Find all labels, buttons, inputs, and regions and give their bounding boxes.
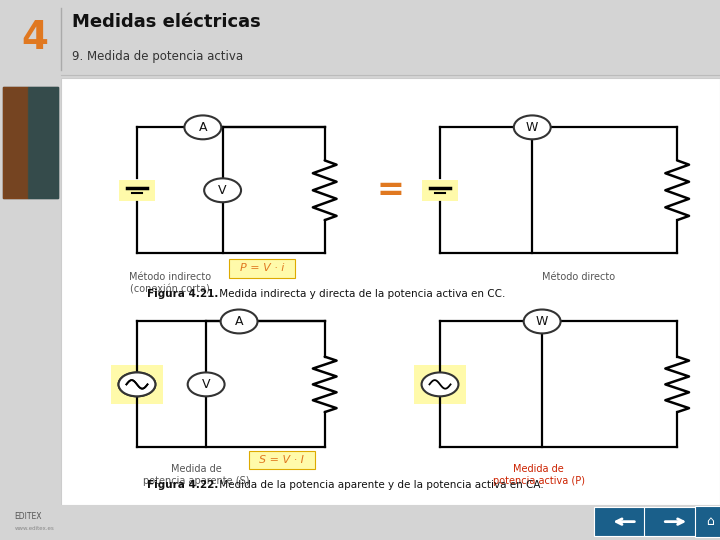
- Circle shape: [422, 373, 459, 396]
- Text: =: =: [377, 174, 405, 207]
- FancyBboxPatch shape: [644, 507, 706, 536]
- Circle shape: [119, 373, 156, 396]
- Text: Medida de
potencia activa (P): Medida de potencia activa (P): [492, 464, 585, 486]
- Circle shape: [220, 309, 258, 333]
- Text: P = V · i: P = V · i: [240, 263, 284, 273]
- Circle shape: [523, 309, 561, 333]
- FancyBboxPatch shape: [695, 506, 720, 537]
- Text: Medida de
potencia aparente (S): Medida de potencia aparente (S): [143, 464, 250, 486]
- Circle shape: [204, 178, 241, 202]
- Text: 4: 4: [21, 18, 48, 57]
- FancyBboxPatch shape: [594, 507, 655, 536]
- Text: EDITEX: EDITEX: [14, 511, 42, 521]
- Text: V: V: [202, 378, 210, 391]
- FancyBboxPatch shape: [248, 451, 315, 469]
- Text: Medida de la potencia aparente y de la potencia activa en CA.: Medida de la potencia aparente y de la p…: [216, 480, 544, 490]
- Text: www.editex.es: www.editex.es: [14, 526, 54, 531]
- Circle shape: [184, 116, 221, 139]
- Text: S = V · I: S = V · I: [259, 455, 305, 465]
- Circle shape: [514, 116, 551, 139]
- Bar: [422, 180, 458, 200]
- Circle shape: [119, 373, 156, 396]
- Bar: [3, 87, 27, 198]
- Text: W: W: [526, 121, 539, 134]
- Bar: [3, 87, 58, 198]
- Text: Método directo: Método directo: [541, 272, 615, 282]
- Text: 9. Medida de potencia activa: 9. Medida de potencia activa: [72, 50, 243, 63]
- Text: Método indirecto
(conexión corta): Método indirecto (conexión corta): [129, 272, 211, 294]
- Text: A: A: [235, 315, 243, 328]
- Text: Medidas eléctricas: Medidas eléctricas: [72, 13, 261, 31]
- Text: Medida indirecta y directa de la potencia activa en CC.: Medida indirecta y directa de la potenci…: [216, 289, 505, 300]
- Bar: [111, 365, 163, 403]
- Text: Figura 4.22.: Figura 4.22.: [147, 480, 218, 490]
- Text: Figura 4.21.: Figura 4.21.: [147, 289, 218, 300]
- Bar: [119, 180, 155, 200]
- Text: W: W: [536, 315, 549, 328]
- FancyBboxPatch shape: [229, 259, 295, 278]
- Text: V: V: [218, 184, 227, 197]
- Bar: [414, 365, 467, 403]
- Circle shape: [188, 373, 225, 396]
- Text: ⌂: ⌂: [706, 515, 714, 528]
- Text: A: A: [199, 121, 207, 134]
- Bar: [27, 87, 58, 198]
